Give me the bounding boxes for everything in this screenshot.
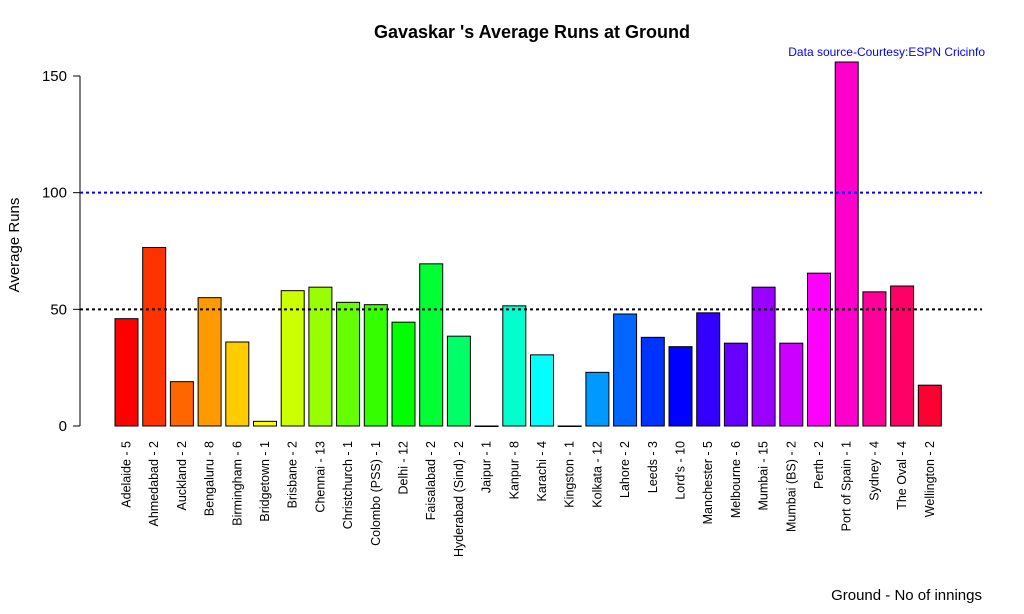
- x-tick-label: Chennai - 13: [313, 441, 327, 513]
- x-tick-label: Auckland - 2: [175, 441, 189, 511]
- bar: [419, 263, 444, 427]
- bar: [640, 336, 665, 427]
- bar: [779, 342, 804, 427]
- bar: [225, 341, 250, 427]
- x-tick-label: Lahore - 2: [618, 441, 632, 498]
- x-tick-label: Christchurch - 1: [341, 441, 355, 529]
- x-tick-label: Kolkata - 12: [590, 441, 604, 508]
- x-tick-label: Jaipur - 1: [480, 441, 494, 493]
- bar: [391, 321, 416, 427]
- x-tick-label: Colombo (PSS) - 1: [369, 441, 383, 546]
- x-tick-label: Hyderabad (Sind) - 2: [452, 441, 466, 557]
- bar: [197, 297, 222, 427]
- bar: [336, 301, 361, 427]
- bar: [890, 285, 915, 427]
- y-tick-label: 50: [50, 301, 67, 318]
- x-tick-label: Perth - 2: [812, 441, 826, 489]
- bar: [142, 247, 167, 427]
- y-tick-label: 0: [59, 418, 67, 435]
- x-tick-label: Melbourne - 6: [729, 441, 743, 518]
- bar: [474, 425, 499, 427]
- y-tick-label: 150: [42, 68, 67, 85]
- reference-lines: [80, 191, 982, 311]
- x-tick-label: Kingston - 1: [563, 441, 577, 508]
- bar: [308, 286, 333, 427]
- x-tick-label: Wellington - 2: [923, 441, 937, 517]
- x-tick-label: Delhi - 12: [397, 441, 411, 495]
- bar: [585, 371, 610, 427]
- x-tick-label: Birmingham - 6: [230, 441, 244, 526]
- bar: [834, 61, 859, 427]
- bar: [253, 420, 277, 427]
- x-tick-label: Bridgetown - 1: [258, 441, 272, 522]
- bar: [502, 305, 527, 427]
- x-tick-label: Faisalabad - 2: [424, 441, 438, 520]
- bar: [723, 342, 748, 427]
- category-labels: Adelaide - 5 Ahmedabad - 2 Auckland - 2 Ben…: [120, 441, 937, 557]
- x-tick-label: Mumbai (BS) - 2: [784, 441, 798, 532]
- bar: [696, 312, 721, 427]
- bar: [917, 384, 942, 427]
- x-tick-label: Port of Spain - 1: [840, 441, 854, 531]
- bar: [446, 335, 471, 427]
- data-source-note: Data source-Courtesy:ESPN Cricinfo: [788, 45, 985, 59]
- y-axis: 0 50 100 150: [42, 68, 81, 435]
- bar: [613, 313, 638, 427]
- y-axis-label: Average Runs: [6, 198, 23, 293]
- x-axis-label: Ground - No of innings: [831, 587, 982, 604]
- x-tick-label: Lord's - 10: [674, 441, 688, 500]
- bar: [363, 304, 388, 427]
- x-tick-label: Kanpur - 8: [507, 441, 521, 499]
- bar: [169, 381, 194, 427]
- x-tick-label: Bengaluru - 8: [203, 441, 217, 516]
- x-tick-label: Mumbai - 15: [757, 441, 771, 511]
- bar: [751, 286, 776, 427]
- chart-title: Gavaskar 's Average Runs at Ground: [374, 22, 690, 42]
- y-tick-label: 100: [42, 185, 67, 202]
- x-tick-label: Manchester - 5: [701, 441, 715, 524]
- x-tick-label: Ahmedabad - 2: [147, 441, 161, 527]
- x-tick-label: Sydney - 4: [867, 441, 881, 501]
- x-tick-label: Adelaide - 5: [120, 441, 134, 508]
- bar: [668, 346, 693, 427]
- bar: [557, 425, 582, 427]
- bar: [280, 290, 305, 427]
- x-tick-label: Brisbane - 2: [286, 441, 300, 508]
- x-tick-label: Leeds - 3: [646, 441, 660, 493]
- x-tick-label: The Oval - 4: [895, 441, 909, 510]
- bar: [114, 318, 139, 427]
- bars: [114, 61, 942, 427]
- bar: [807, 272, 831, 427]
- bar: [530, 354, 554, 427]
- x-tick-label: Karachi - 4: [535, 441, 549, 501]
- bar: [862, 291, 887, 427]
